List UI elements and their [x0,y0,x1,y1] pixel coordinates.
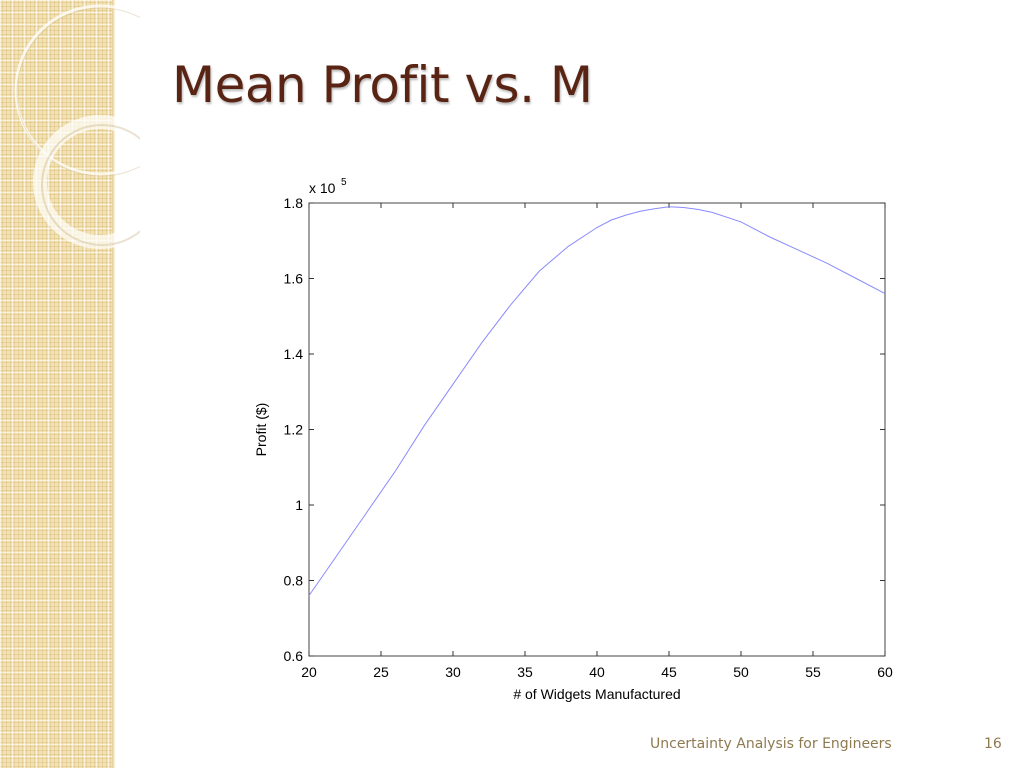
sidebar-edge [112,0,115,768]
x-tick-label: 50 [733,664,749,680]
ring-upper-shadow [16,7,140,177]
y-tick-label: 1 [295,497,303,513]
plot-area-frame [308,202,886,657]
decorative-rings [14,4,140,249]
profit-line-chart: 20 25 30 35 40 45 50 55 60 0.6 0.8 1 1.2 1.4 1.6 1.8 # o… [253,177,893,702]
y-tick-label: 1.8 [284,195,304,211]
slide-title: Mean Profit vs. M [172,56,593,114]
footer-title: Uncertainty Analysis for Engineers [650,736,892,752]
y-tick-label: 0.8 [284,573,304,589]
ring-lower [33,115,140,249]
y-exponent-label: x 10 [309,180,336,196]
profit-series-line [308,206,886,596]
page-number: 16 [984,736,1002,752]
y-tick-label: 1.4 [284,346,304,362]
x-tick-label: 60 [877,664,893,680]
x-tick-label: 55 [805,664,821,680]
x-tick-label: 25 [373,664,389,680]
y-tick-label: 0.6 [284,648,304,664]
x-axis-label: # of Widgets Manufactured [513,686,680,702]
x-tick-label: 45 [661,664,677,680]
x-tick-label: 40 [589,664,605,680]
x-tick-label: 30 [445,664,461,680]
x-tick-label: 35 [517,664,533,680]
y-exponent-power: 5 [341,177,347,188]
y-axis-label: Profit ($) [253,403,269,457]
y-tick-label: 1.6 [284,271,304,287]
ring-upper [14,4,140,176]
ring-lower-shadow [41,124,140,246]
y-tick-label: 1.2 [284,422,304,438]
x-tick-label: 20 [301,664,317,680]
